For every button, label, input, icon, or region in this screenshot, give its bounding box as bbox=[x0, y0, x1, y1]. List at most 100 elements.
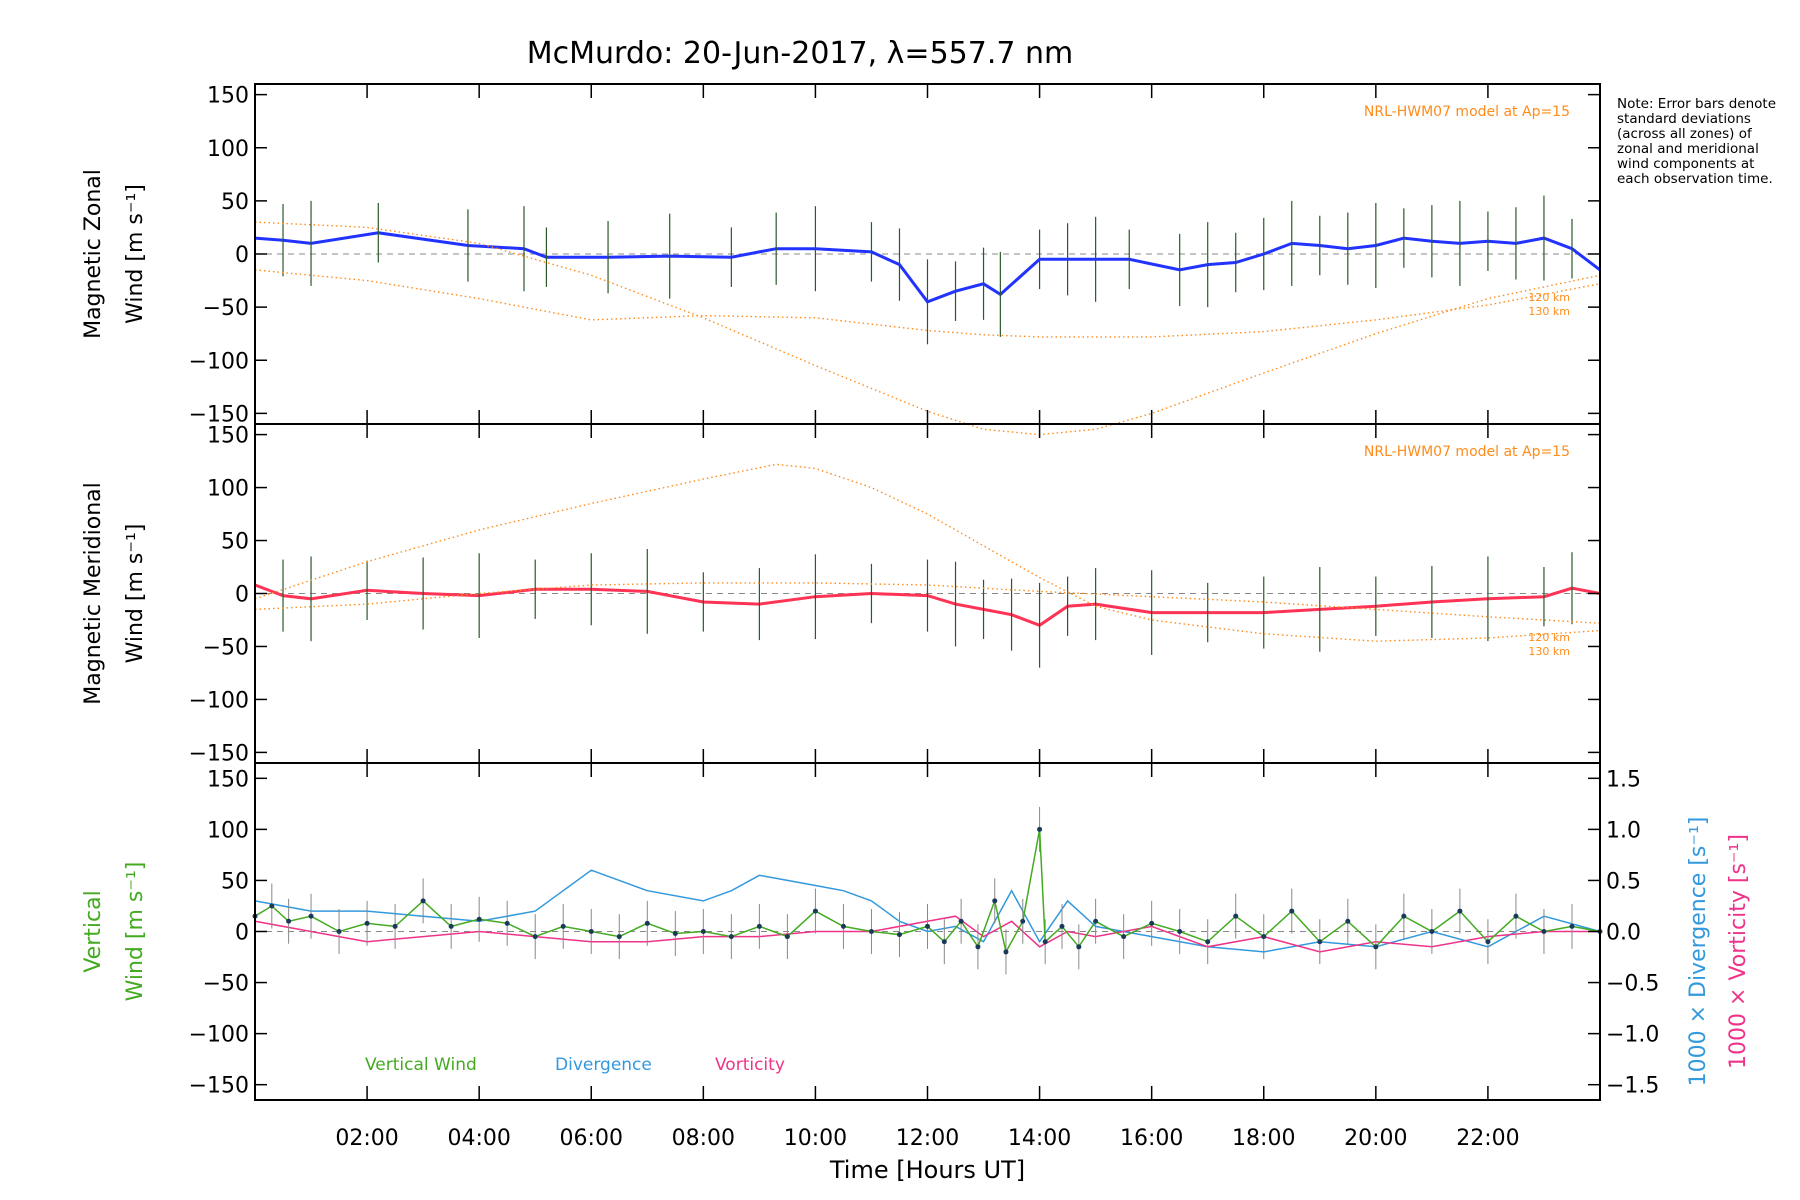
vertical-point bbox=[1429, 929, 1435, 934]
vertical-point bbox=[941, 939, 947, 945]
y-tick-label: −150 bbox=[189, 741, 249, 766]
vertical-point bbox=[286, 918, 292, 924]
vertical-point bbox=[896, 932, 902, 938]
model-label: NRL-HWM07 model at Ap=15 bbox=[1364, 104, 1570, 120]
vertical-point bbox=[672, 931, 678, 937]
vertical-point bbox=[1569, 923, 1575, 929]
x-tick-label: 22:00 bbox=[1456, 1126, 1519, 1151]
y2-tick-label: 0.5 bbox=[1606, 869, 1641, 894]
series-vorticity bbox=[254, 915, 1600, 953]
y2-tick-label: −0.5 bbox=[1606, 972, 1659, 997]
model-curve-1 bbox=[254, 269, 1601, 338]
legend-divergence: Divergence bbox=[555, 1055, 652, 1075]
model-curve-label: 130 km bbox=[1528, 645, 1570, 658]
wind-series-0 bbox=[254, 231, 1601, 304]
y-tick-label: 100 bbox=[207, 818, 249, 843]
vertical-point bbox=[1037, 826, 1043, 832]
y-tick-label: −50 bbox=[203, 635, 249, 660]
y-label-line1: Vertical bbox=[81, 890, 106, 972]
legend-vertical-wind: Vertical Wind bbox=[365, 1055, 477, 1075]
vertical-point bbox=[1289, 908, 1295, 914]
y-tick-label: −150 bbox=[189, 402, 249, 427]
vertical-point bbox=[1233, 913, 1239, 919]
x-tick-label: 16:00 bbox=[1120, 1126, 1183, 1151]
vertical-point bbox=[448, 923, 454, 929]
vertical-point bbox=[1149, 920, 1155, 926]
y-label-line1: Magnetic Zonal bbox=[81, 169, 106, 339]
y2-tick-label: 1.0 bbox=[1606, 818, 1641, 843]
vertical-point bbox=[1373, 944, 1379, 950]
y-tick-label: −50 bbox=[203, 972, 249, 997]
model-curve-label: 120 km bbox=[1528, 291, 1570, 304]
vertical-point bbox=[308, 913, 314, 919]
y2-tick-label: 1.5 bbox=[1606, 767, 1641, 792]
vertical-point bbox=[700, 929, 706, 934]
vertical-point bbox=[784, 934, 790, 940]
x-tick-label: 06:00 bbox=[560, 1126, 623, 1151]
panel-vertical: 1.5 1.0 0.5 0.0 −0.5 −1.0 −1.5 1000 × Divergenc… bbox=[81, 762, 1751, 1101]
y-label-line1: Magnetic Meridional bbox=[81, 482, 106, 704]
vertical-point bbox=[560, 923, 566, 929]
vertical-point bbox=[588, 929, 594, 934]
x-tick-label: 14:00 bbox=[1008, 1126, 1071, 1151]
vertical-point bbox=[644, 920, 650, 926]
vertical-point bbox=[868, 929, 874, 934]
y2-tick-label: −1.0 bbox=[1606, 1023, 1659, 1048]
vertical-point bbox=[1205, 939, 1211, 945]
y-tick-label: 150 bbox=[207, 767, 249, 792]
vertical-point bbox=[1541, 929, 1547, 934]
y-tick-label: 0 bbox=[235, 921, 249, 946]
y-tick-label: 150 bbox=[207, 84, 249, 109]
y-tick-label: 0 bbox=[235, 583, 249, 608]
y2-tick-label: 0.0 bbox=[1606, 921, 1641, 946]
x-tick-label: 04:00 bbox=[447, 1126, 510, 1151]
vertical-point bbox=[1513, 913, 1519, 919]
vertical-point bbox=[958, 918, 964, 924]
vertical-point bbox=[1345, 918, 1351, 924]
vertical-point bbox=[1485, 939, 1491, 945]
vertical-point bbox=[616, 934, 622, 940]
x-axis-label: Time [Hours UT] bbox=[829, 1156, 1025, 1184]
vertical-point bbox=[812, 908, 818, 914]
vertical-point bbox=[925, 923, 930, 929]
vertical-point bbox=[1020, 918, 1026, 924]
y-tick-label: −100 bbox=[189, 688, 249, 713]
vertical-point bbox=[1401, 913, 1407, 919]
vertical-point bbox=[420, 898, 426, 904]
y2-tick-label: −1.5 bbox=[1606, 1074, 1659, 1099]
vertical-point bbox=[532, 934, 538, 940]
y2-label-divergence: 1000 × Divergence [s⁻¹] bbox=[1686, 817, 1711, 1087]
y-tick-label: −50 bbox=[203, 296, 249, 321]
vertical-point bbox=[1177, 929, 1183, 934]
vertical-point bbox=[1042, 939, 1048, 945]
vertical-point bbox=[1059, 923, 1065, 929]
x-tick-label: 20:00 bbox=[1344, 1126, 1407, 1151]
x-tick-label: 02:00 bbox=[335, 1126, 398, 1151]
vertical-point bbox=[336, 929, 342, 934]
y-tick-label: −150 bbox=[189, 1074, 249, 1099]
x-tick-label: 18:00 bbox=[1232, 1126, 1295, 1151]
vertical-point bbox=[975, 944, 981, 950]
y-label-line2: Wind [m s⁻¹] bbox=[123, 184, 148, 324]
vertical-point bbox=[1457, 908, 1463, 914]
vertical-point bbox=[364, 920, 370, 926]
wind-series-0 bbox=[254, 583, 1601, 627]
y-tick-label: 50 bbox=[221, 869, 249, 894]
vertical-point bbox=[992, 898, 998, 904]
y-tick-label: 150 bbox=[207, 424, 249, 449]
vertical-point bbox=[392, 923, 398, 929]
vertical-point bbox=[756, 923, 762, 929]
vertical-point bbox=[840, 923, 846, 929]
model-curve-2 bbox=[254, 463, 1601, 642]
y-tick-label: 50 bbox=[221, 190, 249, 215]
y-tick-label: 100 bbox=[207, 137, 249, 162]
y-tick-label: −100 bbox=[189, 349, 249, 374]
model-label: NRL-HWM07 model at Ap=15 bbox=[1364, 444, 1570, 460]
vertical-point bbox=[1003, 949, 1009, 955]
y-tick-label: 100 bbox=[207, 477, 249, 502]
chart-title: McMurdo: 20-Jun-2017, λ=557.7 nm bbox=[526, 36, 1074, 71]
legend-vorticity: Vorticity bbox=[715, 1055, 785, 1075]
